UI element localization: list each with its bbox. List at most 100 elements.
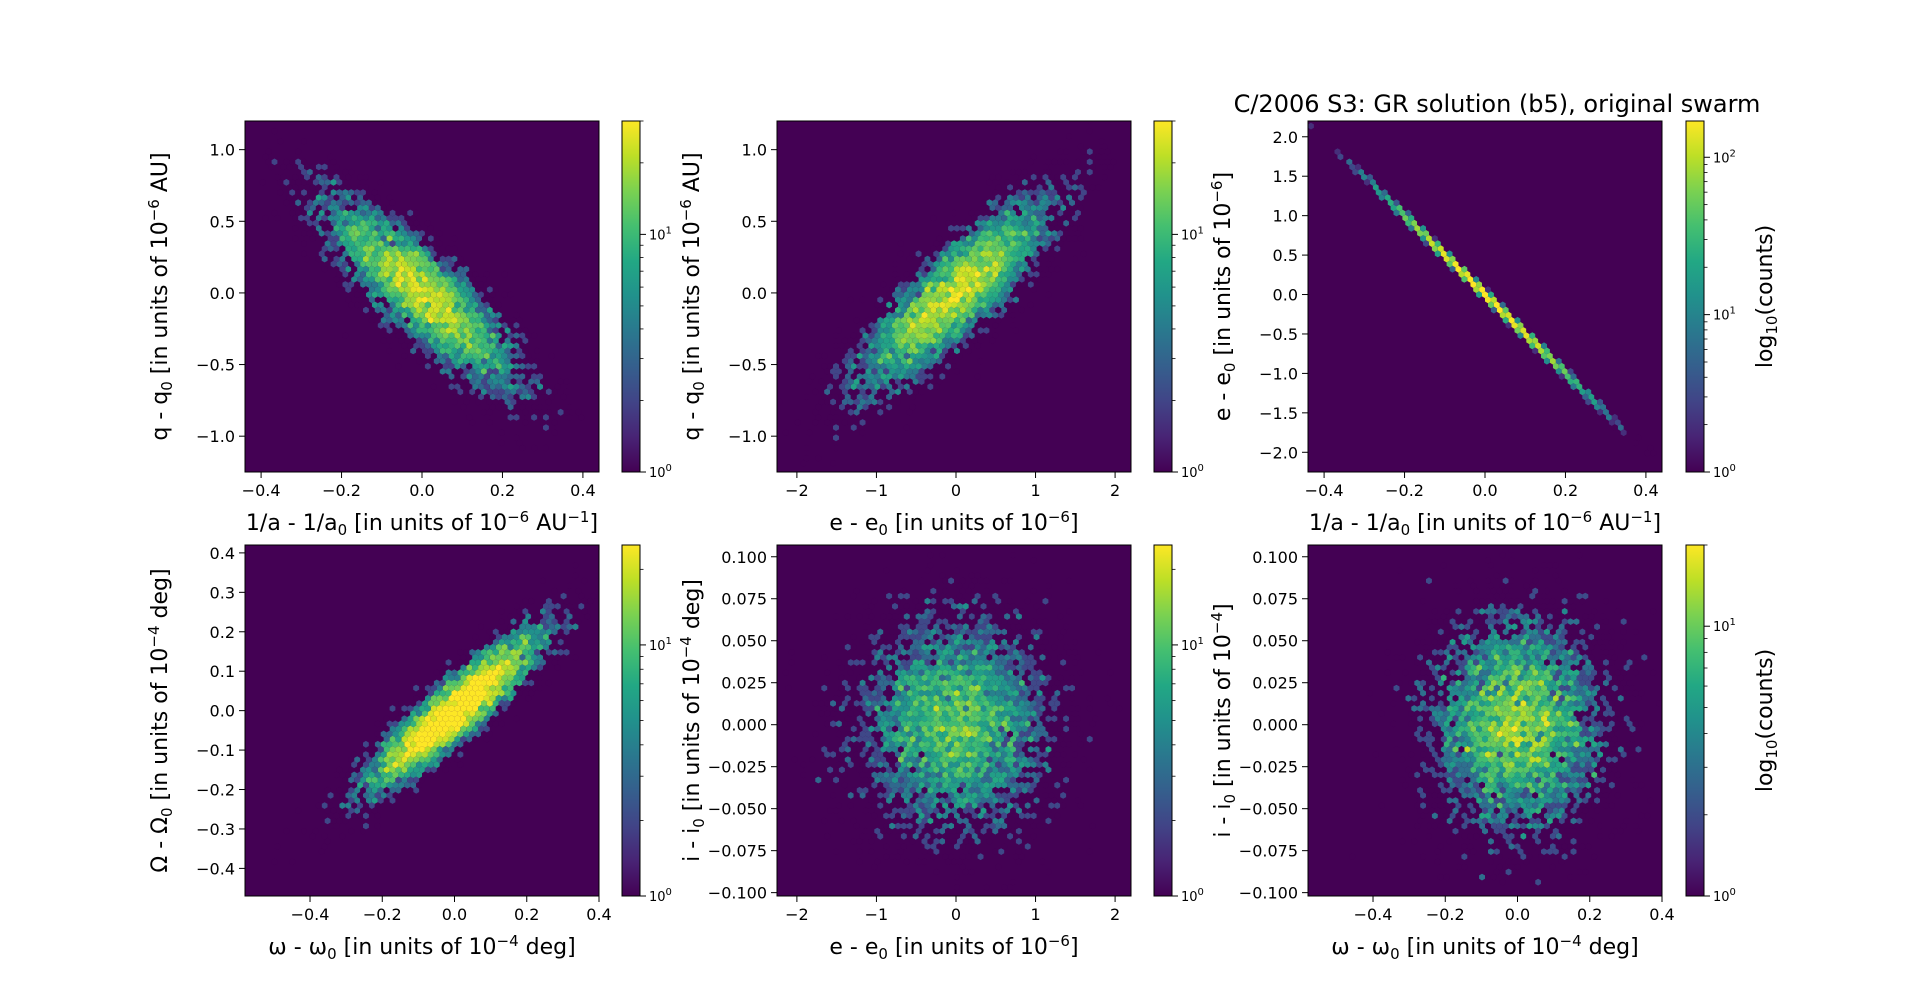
hexbin-cell: [1461, 792, 1468, 799]
y-tick-label: −0.025: [708, 758, 767, 777]
hexbin-cell: [892, 674, 898, 682]
hexbin-cell: [283, 178, 290, 186]
hexbin-cell: [945, 858, 952, 866]
hexbin-cell: [1614, 792, 1621, 799]
hexbin-cell: [986, 776, 993, 784]
hexbin-cell: [489, 403, 496, 411]
hexbin-cell: [968, 817, 975, 825]
hexbin-cell: [983, 214, 990, 222]
hexbin-cell: [475, 347, 481, 355]
hexbin-cell: [1502, 751, 1509, 758]
hexbin-cell: [1470, 766, 1477, 774]
hexbin-cell: [377, 746, 384, 753]
hexbin-cell: [968, 786, 975, 794]
hexbin-cell: [1030, 761, 1037, 769]
hexbin-cell: [959, 700, 966, 707]
hexbin-cell: [342, 250, 349, 258]
hexbin-cell: [945, 332, 952, 339]
hexbin-cell: [862, 807, 869, 815]
hexbin-cell: [892, 776, 898, 784]
hexbin-cell: [880, 827, 887, 835]
hexbin-cell: [877, 306, 884, 314]
hexbin-cell: [980, 643, 987, 651]
hexbin-cell: [472, 633, 479, 641]
hexbin-cell: [850, 837, 857, 845]
hexbin-cell: [915, 311, 922, 319]
hexbin-cell: [1042, 204, 1049, 212]
hexbin-cell: [998, 664, 1005, 671]
hexbin-cell: [1027, 776, 1034, 784]
hexbin-cell: [1077, 143, 1084, 150]
hexbin-cell: [377, 766, 384, 774]
hexbin-cell: [962, 746, 969, 753]
hexbin-cell: [371, 291, 378, 299]
hexbin-cell: [495, 684, 502, 692]
hexbin-cell: [945, 362, 952, 370]
hexbin-cell: [1505, 684, 1512, 692]
hexbin-cell: [995, 286, 1002, 293]
hexbin-cell: [360, 301, 366, 309]
hexbin-cell: [897, 592, 904, 600]
hexbin-cell: [959, 720, 966, 728]
hexbin-cell: [868, 362, 875, 370]
hexbin-cell: [1033, 209, 1040, 217]
hexbin-cell: [543, 413, 549, 421]
hexbin-cell: [351, 214, 358, 222]
hexbin-cell: [948, 327, 954, 334]
hexbin-cell: [1042, 751, 1049, 758]
hexbin-cell: [1517, 786, 1524, 794]
hexbin-cell: [357, 276, 363, 283]
hexbin-cell: [883, 781, 890, 789]
hexbin-cell: [466, 694, 473, 702]
hexbin-cell: [224, 118, 230, 125]
hexbin-cell: [460, 322, 467, 329]
hexbin-cell: [880, 281, 887, 288]
hexbin-cell: [424, 352, 431, 360]
hexbin-cell: [942, 669, 949, 677]
hexbin-cell: [850, 643, 857, 651]
hexbin-cell: [921, 664, 928, 671]
y-tick-label: 0.5: [210, 212, 235, 231]
hexbin-cell: [930, 638, 937, 646]
hexbin-cell: [939, 643, 946, 651]
hexbin-cell: [1499, 301, 1506, 309]
hexbin-cell: [956, 311, 963, 319]
hexbin-cell: [1004, 735, 1011, 743]
hexbin-cell: [956, 281, 963, 288]
hexbin-cell: [495, 311, 502, 319]
hexbin-cell: [1010, 281, 1016, 288]
hexbin-cell: [933, 250, 940, 258]
hexbin-cell: [847, 761, 854, 769]
hexbin-cell: [927, 643, 934, 651]
hexbin-cell: [998, 301, 1005, 309]
hexbin-cell: [374, 204, 381, 212]
hexbin-cell: [1007, 832, 1013, 840]
hexbin-cell: [968, 281, 975, 288]
hexbin-cell: [824, 700, 831, 707]
hexbin-cell: [1048, 184, 1055, 191]
hexbin-cell: [342, 270, 349, 278]
hexbin-cell: [954, 751, 960, 758]
hexbin-cell: [995, 700, 1002, 707]
hexbin-cell: [501, 403, 508, 411]
hexbin-cell: [1505, 613, 1512, 620]
hexbin-cell: [1499, 674, 1506, 682]
hexbin-cell: [345, 235, 352, 242]
hexbin-cell: [918, 276, 925, 283]
hexbin-cell: [895, 740, 901, 748]
hexbin-cell: [918, 296, 925, 304]
hexbin-cell: [933, 674, 940, 682]
hexbin-cell: [936, 618, 943, 625]
hexbin-cell: [486, 638, 493, 646]
hexbin-cell: [1482, 654, 1488, 661]
hexbin-cell: [407, 715, 414, 723]
hexbin-cell: [315, 173, 322, 181]
hexbin-cell: [959, 669, 966, 677]
hexbin-cell: [451, 347, 458, 355]
hexbin-cell: [889, 740, 895, 748]
hexbin-cell: [918, 771, 925, 779]
hexbin-cell: [921, 797, 928, 804]
hexbin-cell: [948, 659, 954, 666]
hexbin-cell: [800, 459, 807, 467]
hexbin-cell: [971, 245, 978, 253]
